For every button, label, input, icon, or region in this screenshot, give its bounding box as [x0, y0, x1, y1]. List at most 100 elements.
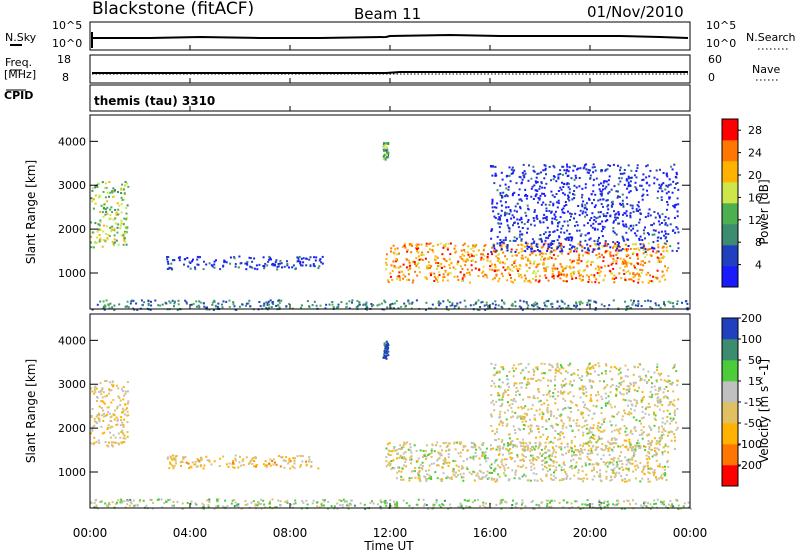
range-cell: [528, 246, 531, 248]
range-cell: [669, 403, 672, 406]
range-cell: [516, 416, 519, 419]
range-cell: [591, 226, 594, 229]
range-cell: [610, 458, 613, 461]
range-cell: [540, 258, 542, 261]
range-cell: [100, 500, 103, 503]
range-cell: [171, 299, 174, 302]
range-cell: [300, 463, 302, 466]
range-cell: [517, 269, 519, 272]
range-cell: [502, 241, 505, 244]
range-cell: [433, 462, 436, 465]
range-cell: [607, 440, 610, 443]
range-cell: [91, 408, 94, 410]
range-cell: [462, 448, 464, 451]
range-cell: [108, 381, 111, 384]
range-cell: [125, 305, 128, 308]
range-cell: [493, 250, 495, 253]
range-cell: [626, 413, 629, 416]
range-cell: [641, 179, 644, 182]
range-cell: [124, 232, 127, 234]
range-cell: [490, 424, 493, 427]
range-cell: [642, 247, 645, 250]
range-cell: [655, 476, 657, 479]
range-cell: [545, 217, 548, 220]
range-cell: [628, 272, 631, 275]
range-cell: [629, 180, 632, 183]
range-cell: [589, 372, 592, 375]
range-cell: [383, 145, 386, 148]
range-cell: [511, 214, 514, 217]
range-cell: [651, 455, 654, 458]
range-cell: [637, 366, 639, 369]
range-cell: [351, 301, 353, 304]
range-cell: [120, 498, 123, 501]
range-cell: [553, 213, 556, 216]
range-cell: [569, 251, 572, 254]
range-cell: [525, 193, 527, 196]
range-cell: [603, 506, 606, 509]
range-cell: [652, 229, 655, 232]
range-cell: [495, 431, 498, 433]
range-cell: [505, 212, 508, 215]
range-cell: [588, 463, 591, 465]
range-cell: [648, 395, 651, 398]
range-cell: [542, 468, 544, 471]
range-cell: [594, 308, 597, 311]
range-cell: [280, 299, 283, 302]
range-cell: [495, 273, 498, 276]
range-cell: [560, 247, 562, 249]
range-cell: [559, 446, 562, 449]
range-cell: [598, 242, 601, 245]
range-cell: [611, 415, 614, 418]
range-cell: [103, 415, 106, 418]
range-cell: [681, 301, 683, 304]
range-cell: [317, 467, 320, 470]
range-cell: [632, 224, 635, 227]
range-cell: [106, 200, 109, 203]
range-cell: [640, 305, 643, 307]
range-cell: [548, 505, 551, 508]
range-cell: [570, 261, 573, 264]
range-cell: [458, 441, 461, 444]
range-cell: [532, 396, 535, 399]
range-cell: [443, 499, 446, 502]
range-cell: [411, 281, 414, 284]
range-cell: [447, 456, 450, 459]
range-cell: [639, 263, 642, 266]
range-cell: [632, 448, 635, 451]
range-cell: [122, 437, 125, 440]
range-cell: [656, 447, 659, 450]
range-cell: [430, 274, 432, 277]
range-cell: [554, 249, 557, 252]
range-cell: [639, 447, 642, 449]
echo-region-2: [382, 340, 390, 360]
range-cell: [653, 503, 656, 505]
range-cell: [319, 304, 322, 307]
range-cell: [529, 442, 532, 445]
range-cell: [287, 462, 290, 465]
range-cell: [479, 448, 482, 451]
range-cell: [502, 395, 505, 398]
range-cell: [635, 267, 638, 270]
range-cell: [629, 462, 632, 465]
range-cell: [138, 500, 141, 503]
range-cell: [402, 499, 405, 502]
range-cell: [533, 417, 536, 420]
range-cell: [346, 503, 349, 506]
range-cell: [629, 214, 632, 217]
range-cell: [662, 391, 665, 394]
range-cell: [126, 410, 129, 413]
range-cell: [264, 262, 267, 265]
range-cell: [124, 390, 127, 393]
range-cell: [484, 457, 487, 460]
range-cell: [99, 238, 102, 241]
range-cell: [166, 456, 169, 459]
range-cell: [201, 502, 204, 505]
range-cell: [384, 347, 387, 350]
range-cell: [108, 235, 111, 237]
range-cell: [130, 502, 133, 505]
range-cell: [404, 461, 407, 464]
range-cell: [639, 379, 642, 382]
range-cell: [660, 237, 662, 240]
range-cell: [638, 420, 641, 422]
